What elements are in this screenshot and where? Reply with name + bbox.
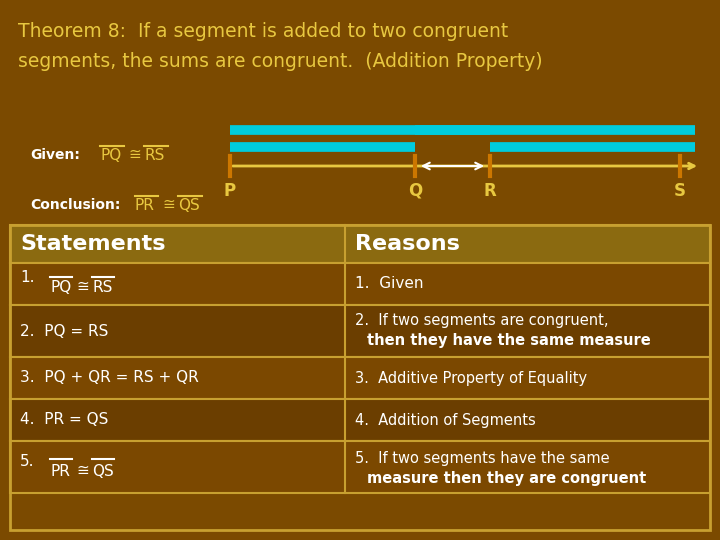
Text: segments, the sums are congruent.  (Addition Property): segments, the sums are congruent. (Addit… [18,52,543,71]
Text: ≅: ≅ [76,280,89,294]
Text: PR: PR [50,463,70,478]
Text: RS: RS [92,280,112,294]
Bar [10,441,710,493]
Bar [10,225,710,263]
Bar [10,305,710,357]
Text: 2.  If two segments are congruent,: 2. If two segments are congruent, [355,314,608,328]
Text: ≅: ≅ [162,198,175,213]
Text: 5.: 5. [20,454,35,469]
Text: 1.  Given: 1. Given [355,276,423,292]
Text: S: S [674,182,686,200]
Bar [10,263,710,305]
Bar [10,357,710,399]
Text: 4.  Addition of Segments: 4. Addition of Segments [355,413,536,428]
Text: PQ: PQ [100,147,121,163]
Text: ≅: ≅ [128,147,140,163]
Text: Given:: Given: [30,148,80,162]
Text: 5.  If two segments have the same: 5. If two segments have the same [355,451,610,467]
Text: 3.  PQ + QR = RS + QR: 3. PQ + QR = RS + QR [20,370,199,386]
Text: RS: RS [144,147,164,163]
Text: Statements: Statements [20,234,166,254]
Text: QS: QS [92,463,114,478]
Text: P: P [224,182,236,200]
Text: Theorem 8:  If a segment is added to two congruent: Theorem 8: If a segment is added to two … [18,22,508,41]
Text: Conclusion:: Conclusion: [30,198,120,212]
Text: measure then they are congruent: measure then they are congruent [367,471,647,487]
Text: PQ: PQ [50,280,71,294]
Text: QS: QS [178,198,199,213]
Text: Q: Q [408,182,422,200]
Text: 4.  PR = QS: 4. PR = QS [20,413,109,428]
Text: then they have the same measure: then they have the same measure [367,334,651,348]
Text: PR: PR [135,198,155,213]
Text: ≅: ≅ [76,463,89,478]
Text: 2.  PQ = RS: 2. PQ = RS [20,323,109,339]
Text: 1.: 1. [20,269,35,285]
Bar [10,399,710,441]
Text: R: R [484,182,496,200]
Text: Reasons: Reasons [355,234,460,254]
Text: 3.  Additive Property of Equality: 3. Additive Property of Equality [355,370,587,386]
Bar [10,225,710,530]
